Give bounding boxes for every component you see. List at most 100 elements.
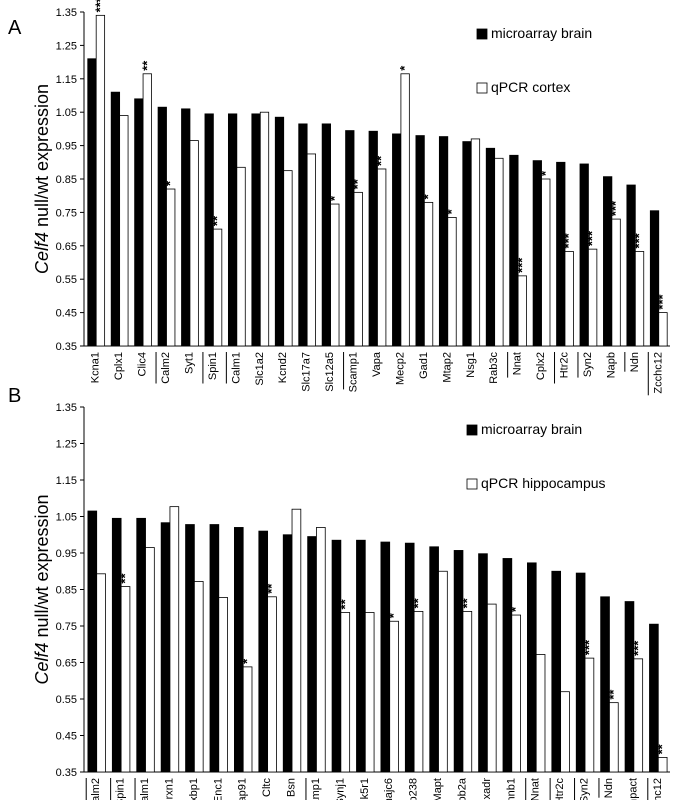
bar-microarray-htr2c [556, 161, 566, 347]
x-tick-label: Syn2 [579, 778, 591, 800]
bar-qpcr-cdk5r1 [364, 612, 375, 773]
legend-label-microarray: microarray brain [481, 421, 582, 437]
bar-qpcr-scamp1 [353, 191, 363, 347]
bar-qpcr-calm2 [166, 188, 176, 347]
x-tick-label: Scamp1 [310, 778, 322, 800]
x-tick-label: Kcnd2 [277, 352, 289, 383]
x-tick-label: Mtap2 [441, 352, 453, 383]
x-tick-label: Cxadr [481, 778, 493, 800]
significance-label: * [327, 195, 342, 201]
significance-label: *** [630, 640, 645, 656]
x-tick-label: Htr2c [554, 778, 566, 800]
x-tick-label: Napb [605, 352, 617, 378]
bar-microarray-nnat [509, 154, 519, 347]
legend-swatch-qpcr [476, 82, 488, 94]
y-tick-label: 1.15 [56, 74, 77, 86]
significance-label: * [163, 180, 178, 186]
bar-microarray-syn2 [575, 572, 586, 773]
legend-swatch-qpcr [466, 478, 478, 490]
bar-microarray-cdk5r1 [356, 539, 366, 773]
bar-qpcr-slc12a5 [330, 203, 340, 347]
x-tick-label: Slc12a5 [324, 352, 336, 392]
bar-qpcr-napb [611, 218, 621, 347]
bar-microarray-zcchc12 [649, 623, 659, 773]
bar-qpcr-spin1 [212, 228, 223, 347]
significance-label: ** [374, 155, 389, 166]
significance-label: ** [411, 597, 426, 608]
y-tick-label: 1.35 [56, 7, 77, 19]
significance-label: * [240, 658, 255, 664]
significance-label: * [386, 612, 401, 618]
y-tick-label: 1.25 [56, 439, 77, 451]
x-tick-label: Htr2c [559, 352, 571, 379]
bar-qpcr-cxadr [486, 603, 497, 773]
bar-qpcr-zfp238 [413, 611, 424, 773]
bar-qpcr-vapa [377, 168, 387, 347]
significance-label: * [421, 193, 436, 199]
bar-qpcr-htr2c [560, 691, 570, 773]
legend-label-qpcr: qPCR cortex [491, 79, 570, 95]
bar-qpcr-calm1 [236, 166, 246, 347]
significance-label: ** [139, 60, 154, 71]
bar-microarray-bsn [282, 534, 293, 773]
bar-microarray-gad1 [415, 135, 425, 347]
bar-qpcr-zcchc12 [657, 757, 668, 773]
x-tick-label: Bsn [286, 778, 298, 797]
y-tick-label: 0.75 [56, 621, 77, 633]
y-tick-label: 0.95 [56, 141, 77, 153]
x-tick-label: Nsg1 [465, 352, 477, 378]
bar-microarray-snap91 [234, 527, 244, 773]
y-tick-label: 0.45 [56, 731, 77, 743]
bar-qpcr-htr2c [564, 251, 574, 347]
significance-label: ** [350, 178, 365, 189]
significance-label: *** [561, 232, 576, 248]
bar-qpcr-scamp1 [316, 527, 326, 773]
x-tick-label: Calm2 [160, 352, 172, 384]
bar-microarray-spin1 [204, 113, 214, 347]
x-tick-label: Calm2 [90, 778, 102, 800]
x-tick-label: Impact [627, 778, 639, 800]
x-tick-label: Slc17a7 [301, 352, 313, 392]
x-tick-label: Ndn [603, 778, 615, 798]
bar-microarray-cltc [258, 530, 269, 773]
x-tick-label: Enc1 [212, 778, 224, 800]
bar-microarray-impact [624, 601, 635, 773]
x-tick-label: Calm1 [230, 352, 242, 384]
bar-qpcr-impact [633, 658, 644, 773]
bar-microarray-synj1 [331, 539, 342, 773]
x-tick-label: Cplx2 [535, 352, 547, 380]
x-tick-label: Snap91 [237, 778, 249, 800]
significance-label: * [538, 170, 553, 176]
legend-label-microarray: microarray brain [491, 25, 592, 41]
legend: microarray brain qPCR cortex [476, 25, 592, 95]
bar-microarray-syt1 [181, 108, 191, 347]
bar-microarray-rab3c [485, 147, 496, 347]
bar-microarray-cplx2 [532, 160, 542, 347]
y-tick-label: 0.65 [56, 658, 77, 670]
x-tick-label: Cdk5r1 [359, 778, 371, 800]
bar-microarray-nnat [527, 562, 537, 773]
x-tick-label: Kcna1 [90, 352, 102, 383]
bar-qpcr-synj1 [340, 612, 351, 773]
significance-label: *** [581, 639, 596, 655]
bar-qpcr-kcna1 [95, 14, 106, 347]
y-axis-label: Celf4 null/wt expression [32, 84, 52, 274]
bar-qpcr-enc1 [218, 597, 228, 773]
chart-panel-b: B Celf4 null/wt expression 0.35 0.45 0.55 0.6… [8, 385, 670, 800]
bar-microarray-ndn [626, 184, 636, 347]
bar-microarray-calm2 [87, 510, 98, 773]
x-tick-label: Synj1 [334, 778, 346, 800]
bar-qpcr-syn2 [584, 657, 595, 773]
bar-qpcr-slc1a2 [259, 111, 270, 347]
bar-microarray-kcna1 [87, 58, 97, 347]
x-tick-label: Nnat [512, 352, 524, 375]
bar-qpcr-slc17a7 [306, 153, 316, 347]
bar-qpcr-cltc [267, 596, 277, 773]
bar-qpcr-mtap2 [447, 217, 457, 347]
bar-microarray-mapt [429, 546, 439, 773]
bar-qpcr-bsn [291, 508, 302, 773]
x-tick-label: Nrxn1 [163, 778, 175, 800]
bar-qpcr-cplx2 [541, 178, 551, 347]
bar-microarray-spin1 [111, 517, 122, 773]
